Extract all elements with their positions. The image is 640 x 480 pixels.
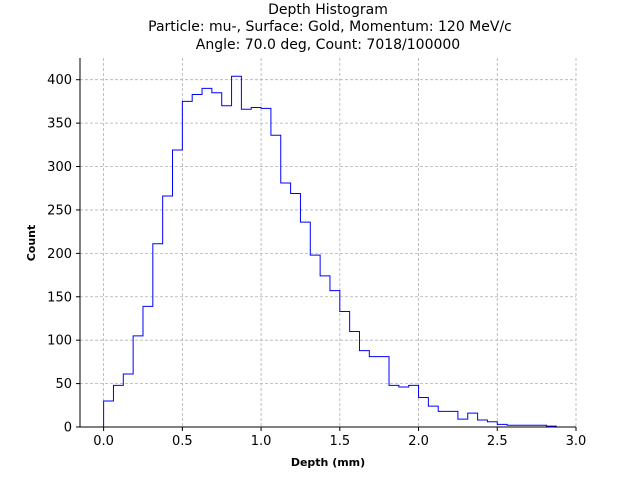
- y-tick-label: 50: [55, 377, 72, 392]
- y-tick-label: 150: [47, 290, 72, 305]
- x-tick-label: 1.5: [329, 434, 350, 449]
- x-tick-label: 2.5: [487, 434, 508, 449]
- x-tick-label: 2.0: [408, 434, 429, 449]
- x-axis-label: Depth (mm): [291, 456, 365, 469]
- chart-title-line-1: Depth Histogram: [268, 2, 388, 18]
- y-tick-label: 300: [47, 160, 72, 175]
- x-tick-label: 0.0: [93, 434, 114, 449]
- y-tick-label: 100: [47, 334, 72, 349]
- y-tick-label: 0: [64, 421, 72, 436]
- histogram-step-line: [103, 75, 557, 427]
- x-tick-label: 1.0: [251, 434, 272, 449]
- x-tick-label: 0.5: [172, 434, 193, 449]
- chart-title-line-2: Particle: mu-, Surface: Gold, Momentum: …: [148, 19, 512, 35]
- y-axis-label: Count: [25, 225, 38, 262]
- x-tick-label: 3.0: [566, 434, 587, 449]
- y-tick-label: 400: [47, 73, 72, 88]
- x-axis-ticks: 0.0 0.5 1.0 1.5 2.0 2.5 3.0: [93, 427, 586, 449]
- y-tick-label: 350: [47, 117, 72, 132]
- y-tick-label: 250: [47, 203, 72, 218]
- y-axis-ticks: 0 50 100 150 200 250 300 350 400: [47, 73, 80, 436]
- y-tick-label: 200: [47, 247, 72, 262]
- chart-title-line-3: Angle: 70.0 deg, Count: 7018/100000: [196, 37, 460, 53]
